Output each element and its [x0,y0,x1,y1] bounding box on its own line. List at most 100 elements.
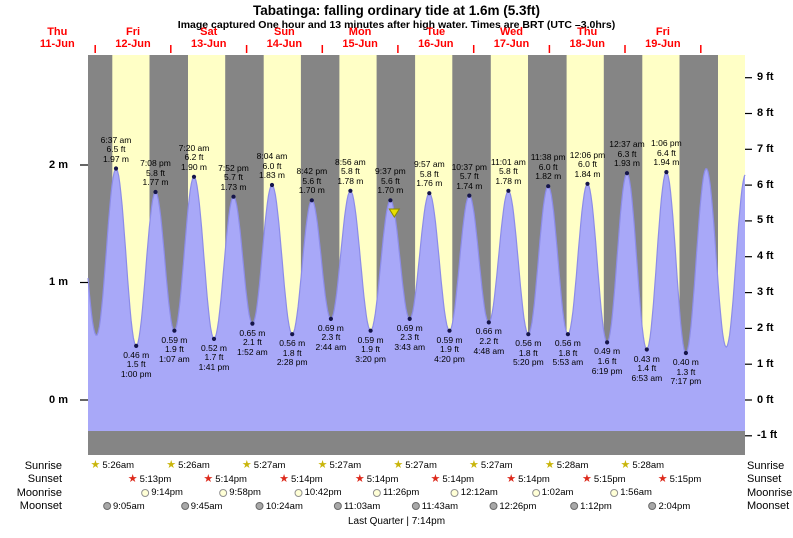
moon-phase-label: Last Quarter | 7:14pm [347,516,446,527]
moonrise-entry: 1:02am [531,487,573,499]
moonrise-entry: 10:42pm [294,487,342,499]
tide-extreme-dot [427,191,432,196]
tide-extreme-dot [565,332,571,337]
moonrise-moon-icon [141,488,150,497]
tide-extreme-dot [368,328,373,333]
moonset-time: 11:43am [421,500,459,512]
tide-extreme-dot [191,174,197,179]
low-tide-annotation: 0.49 m 1.6 ft 6:19 pm [591,346,623,376]
tide-extreme-dot [624,171,630,176]
moonrise-time: 12:12am [460,487,498,498]
high-tide-annotation: 7:52 pm 5.7 ft 1.73 m [218,162,249,192]
moonrise-time: 9:58pm [229,487,261,498]
sunrise-time: 5:27am [405,460,437,471]
feet-axis-label: 1 ft [757,357,774,370]
tide-extreme-dot [172,328,177,333]
sunset-star-icon: ★ [203,472,214,485]
sunrise-time: 5:28am [556,460,589,471]
moonrise-moon-icon [531,488,540,497]
moonrise-entry: 1:56am [610,487,652,499]
sunrise-entry: ★ 5:26am [166,460,210,472]
moonset-entry: 9:45am [180,500,222,512]
tide-extreme-dot [683,350,689,356]
moonrise-time: 10:42pm [304,487,342,498]
high-tide-annotation: 9:57 am 5.8 ft 1.76 m [413,159,445,189]
sunrise-entry: ★ 5:27am [318,460,362,472]
moonset-entry: 9:05am [102,500,145,512]
feet-axis-label: 2 ft [757,321,774,334]
sunrise-entry: ★ 5:28am [545,460,589,472]
moonset-entry: 2:04pm [648,500,691,512]
tide-extreme-dot [309,198,314,203]
tide-extreme-dot [113,166,119,171]
sunrise-time: 5:28am [632,460,665,471]
sunset-entry: ★ 5:14pm [203,473,247,485]
day-label: Thu 18-Jun [569,26,605,50]
tide-extreme-dot [250,321,255,326]
feet-axis-label: 9 ft [757,71,774,84]
low-tide-annotation: 0.59 m 1.9 ft 3:20 pm [355,334,386,364]
moonset-time: 9:05am [112,500,145,512]
sunrise-time: 5:26am [102,460,135,471]
moonset-moon-icon [489,502,498,510]
tide-extreme-dot [664,170,669,175]
high-tide-annotation: 8:42 pm 5.6 ft 1.70 m [296,166,328,196]
moonrise-time: 9:14pm [151,487,183,498]
sunset-time: 5:14pm [366,473,399,485]
tide-extreme-dot [467,193,472,198]
moonrise-moon-icon [450,488,459,497]
moonrise-time: 11:26pm [383,487,420,498]
low-tide-annotation: 0.56 m 1.8 ft 2:28 pm [276,338,308,368]
high-tide-annotation: 8:04 am 6.0 ft 1.83 m [256,151,288,181]
high-tide-annotation: 9:37 pm 5.6 ft 1.70 m [375,166,406,196]
sunset-star-icon: ★ [657,472,668,485]
day-label: Thu 11-Jun [39,26,75,50]
sunset-star-icon: ★ [354,472,365,485]
sunset-time: 5:13pm [139,473,172,485]
feet-axis-label: 3 ft [757,286,774,299]
sunrise-row-label: Sunrise [24,459,62,472]
sunset-time: 5:14pm [215,473,247,485]
tide-extreme-dot [447,328,452,333]
feet-axis-label: 8 ft [757,107,774,119]
sunset-entry: ★ 5:15pm [658,473,702,485]
moonset-moon-icon [102,502,111,510]
sunset-entry: ★ 5:14pm [355,473,399,485]
sunset-entry: ★ 5:14pm [506,473,550,485]
sunset-star-icon: ★ [279,472,289,485]
high-tide-annotation: 6:37 am 6.5 ft 1.97 m [100,134,132,164]
low-tide-annotation: 0.52 m 1.7 ft 1:41 pm [198,342,230,373]
sunrise-time: 5:27am [480,460,513,471]
moonrise-moon-icon [219,488,228,497]
low-tide-annotation: 0.59 m 1.9 ft 1:07 am [159,334,190,364]
chart-title: Tabatinga: falling ordinary tide at 1.6m… [252,3,541,18]
sunrise-row-label: Sunrise [747,459,785,472]
tide-curve [87,167,746,354]
day-label: Fri 19-Jun [645,26,681,50]
moonset-time: 11:03am [343,500,381,512]
day-label: Wed 17-Jun [493,26,530,50]
day-label: Mon 15-Jun [342,26,378,50]
sunrise-entry: ★ 5:27am [393,460,437,472]
tide-extreme-dot [388,198,393,203]
high-tide-annotation: 12:06 pm 6.0 ft 1.84 m [569,149,606,179]
low-tide-annotation: 0.56 m 1.8 ft 5:53 am [552,338,584,368]
tide-extreme-dot [585,181,590,186]
day-label: Fri 12-Jun [115,26,151,50]
tide-extreme-dot [290,332,295,337]
tide-extreme-dot [407,316,412,321]
moonset-entry: 12:26pm [489,500,536,512]
moonset-time: 2:04pm [658,500,691,512]
moonset-moon-icon [180,502,189,510]
low-tide-annotation: 0.69 m 2.3 ft 3:43 am [394,322,426,353]
meters-axis-label: 0 m [49,393,68,406]
feet-axis-label: -1 ft [757,429,778,442]
moonrise-moon-icon [610,488,619,497]
sunset-row-label: Sunset [747,473,782,485]
moonrise-moon-icon [294,488,303,497]
sunset-entry: ★ 5:13pm [128,473,172,485]
current-time-marker [388,208,401,218]
tide-extreme-dot [134,343,139,348]
